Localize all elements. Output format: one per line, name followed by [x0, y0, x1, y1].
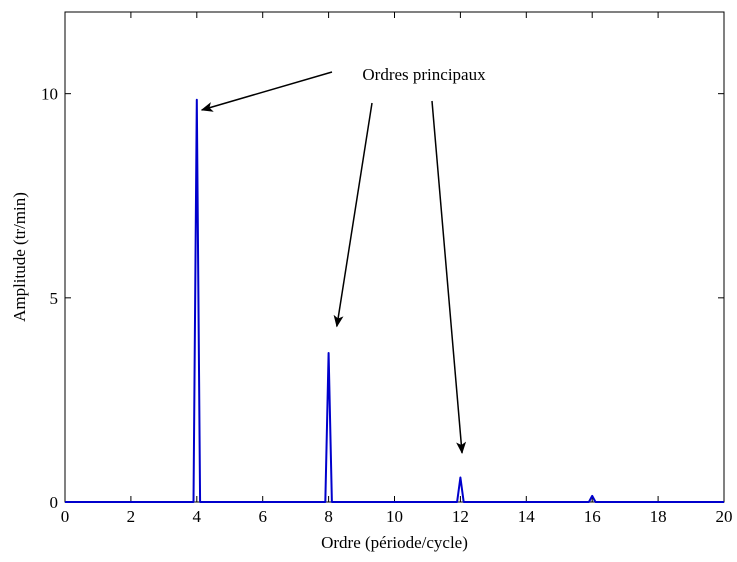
x-tick-label: 2: [127, 507, 136, 526]
x-tick-label: 14: [518, 507, 536, 526]
plot-frame: [64, 11, 725, 503]
x-tick-label: 20: [716, 507, 733, 526]
y-tick-label: 10: [41, 85, 58, 104]
x-tick-label: 12: [452, 507, 469, 526]
x-tick-label: 16: [584, 507, 601, 526]
annotation-arrow: [431, 100, 467, 454]
annotation-label: Ordres principaux: [362, 65, 486, 84]
x-tick-label: 10: [386, 507, 403, 526]
y-axis-label: Amplitude (tr/min): [10, 192, 29, 322]
annotation-arrow: [333, 102, 373, 328]
x-tick-label: 8: [324, 507, 333, 526]
x-tick-label: 18: [650, 507, 667, 526]
plot-axes: [64, 11, 725, 503]
x-axis-label: Ordre (période/cycle): [321, 533, 468, 552]
tick-labels: 0 2 4 6 8 10 12 14 16 18 20 0 5 10: [41, 85, 733, 526]
annotation-group: Ordres principaux: [200, 65, 486, 454]
tick-marks: [64, 12, 725, 503]
x-tick-label: 6: [258, 507, 267, 526]
annotation-arrow: [200, 71, 333, 112]
x-tick-label: 0: [61, 507, 70, 526]
series-line: [65, 98, 724, 503]
y-tick-label: 0: [50, 493, 59, 512]
y-tick-label: 5: [50, 289, 59, 308]
x-tick-label: 4: [193, 507, 202, 526]
series-group: [65, 98, 724, 503]
